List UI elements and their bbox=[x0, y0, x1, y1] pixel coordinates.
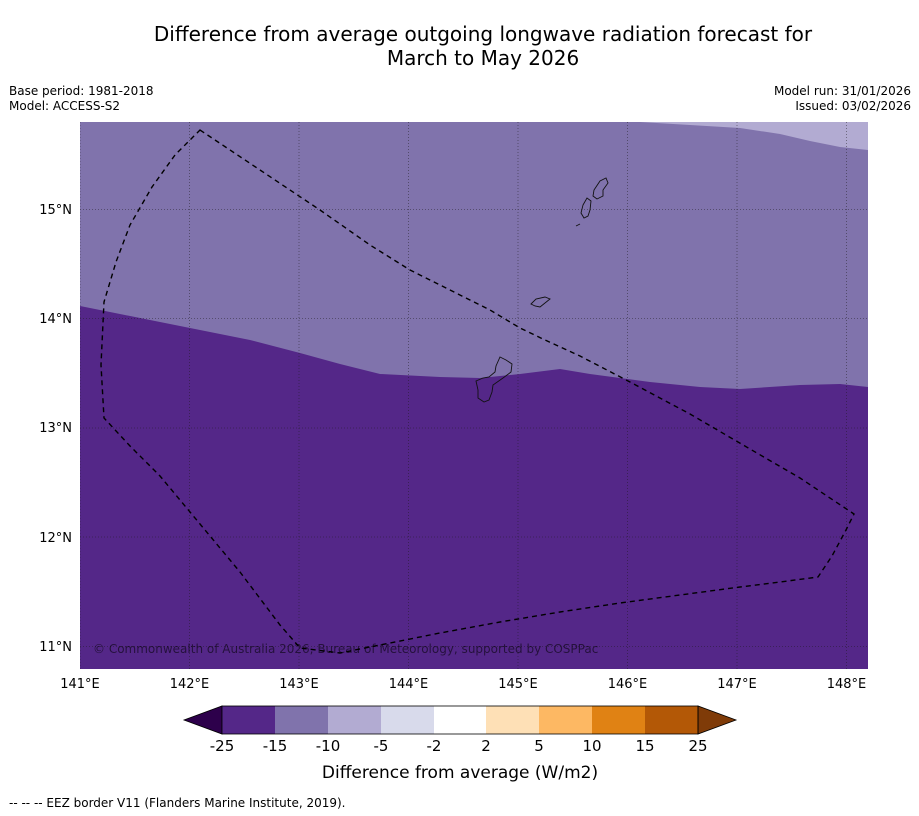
colorbar: -25 -15 -10 -5 -2 2 5 10 15 25 Differenc… bbox=[182, 705, 738, 783]
colorbar-frame bbox=[221, 705, 699, 735]
islands bbox=[475, 177, 609, 403]
lat-label: 15°N bbox=[39, 203, 72, 218]
island-aguijan bbox=[575, 223, 581, 227]
eez-border bbox=[100, 129, 855, 654]
lat-label: 12°N bbox=[39, 531, 72, 546]
lon-label: 142°E bbox=[170, 677, 210, 692]
colorbar-bin bbox=[275, 706, 328, 734]
colorbar-bin bbox=[222, 706, 275, 734]
model-run: Model run: 31/01/2026 bbox=[773, 84, 911, 98]
colorbar-tick: 15 bbox=[635, 737, 654, 755]
colorbar-tick: 5 bbox=[534, 737, 544, 755]
colorbar-label: Difference from average (W/m2) bbox=[322, 763, 598, 783]
title-line-1: Difference from average outgoing longwav… bbox=[153, 22, 813, 46]
colorbar-bin bbox=[539, 706, 592, 734]
island-saipan bbox=[592, 177, 609, 200]
eez-footnote: -- -- -- EEZ border V11 (Flanders Marine… bbox=[9, 796, 346, 810]
lon-label: 146°E bbox=[608, 677, 648, 692]
colorbar-tick: -2 bbox=[427, 737, 442, 755]
lat-axis: 15°N 14°N 13°N 12°N 11°N bbox=[39, 203, 72, 655]
model-name: Model: ACCESS-S2 bbox=[9, 99, 121, 113]
colorbar-bin bbox=[328, 706, 381, 734]
lat-label: 14°N bbox=[39, 312, 72, 327]
colorbar-tick: 25 bbox=[688, 737, 707, 755]
island-tinian bbox=[580, 197, 592, 219]
map-panel: © Commonwealth of Australia 2026, Bureau… bbox=[80, 122, 868, 669]
lat-label: 13°N bbox=[39, 421, 72, 436]
colorbar-above-triangle bbox=[697, 705, 738, 735]
lon-axis: 141°E 142°E 143°E 144°E 145°E 146°E 147°… bbox=[60, 677, 866, 692]
colorbar-tick: 2 bbox=[481, 737, 491, 755]
colorbar-below-triangle bbox=[182, 705, 223, 735]
lon-label: 147°E bbox=[717, 677, 757, 692]
colorbar-bin bbox=[381, 706, 434, 734]
lon-label: 144°E bbox=[389, 677, 429, 692]
lon-label: 141°E bbox=[60, 677, 100, 692]
colorbar-tick: -5 bbox=[374, 737, 389, 755]
title-line-2: March to May 2026 bbox=[386, 46, 580, 70]
colorbar-bin bbox=[486, 706, 539, 734]
colorbar-tick: 10 bbox=[582, 737, 601, 755]
meta-right: Model run: 31/01/2026 Issued: 03/02/2026 bbox=[774, 84, 911, 114]
gridlines bbox=[80, 122, 868, 669]
island-rota bbox=[530, 296, 551, 308]
base-period: Base period: 1981-2018 bbox=[9, 84, 154, 98]
lon-label: 143°E bbox=[279, 677, 319, 692]
lon-label: 145°E bbox=[498, 677, 538, 692]
chart-title: Difference from average outgoing longwav… bbox=[0, 22, 919, 70]
colorbar-tick: -15 bbox=[263, 737, 288, 755]
lat-label: 11°N bbox=[39, 640, 72, 655]
meta-left: Base period: 1981-2018 Model: ACCESS-S2 bbox=[9, 84, 154, 114]
colorbar-tick: -10 bbox=[316, 737, 341, 755]
anomaly-field-minus10-to-minus15 bbox=[80, 122, 868, 389]
colorbar-ticks: -25 -15 -10 -5 -2 2 5 10 15 25 bbox=[210, 737, 708, 755]
lon-label: 148°E bbox=[827, 677, 867, 692]
colorbar-bin bbox=[592, 706, 645, 734]
colorbar-tick: -25 bbox=[210, 737, 235, 755]
colorbar-bin bbox=[645, 706, 698, 734]
issued-date: Issued: 03/02/2026 bbox=[795, 99, 911, 113]
colorbar-bin bbox=[434, 706, 486, 734]
copyright-notice: © Commonwealth of Australia 2026, Bureau… bbox=[93, 642, 598, 656]
anomaly-field-minus5-to-minus10 bbox=[640, 122, 868, 150]
island-guam bbox=[475, 356, 513, 403]
